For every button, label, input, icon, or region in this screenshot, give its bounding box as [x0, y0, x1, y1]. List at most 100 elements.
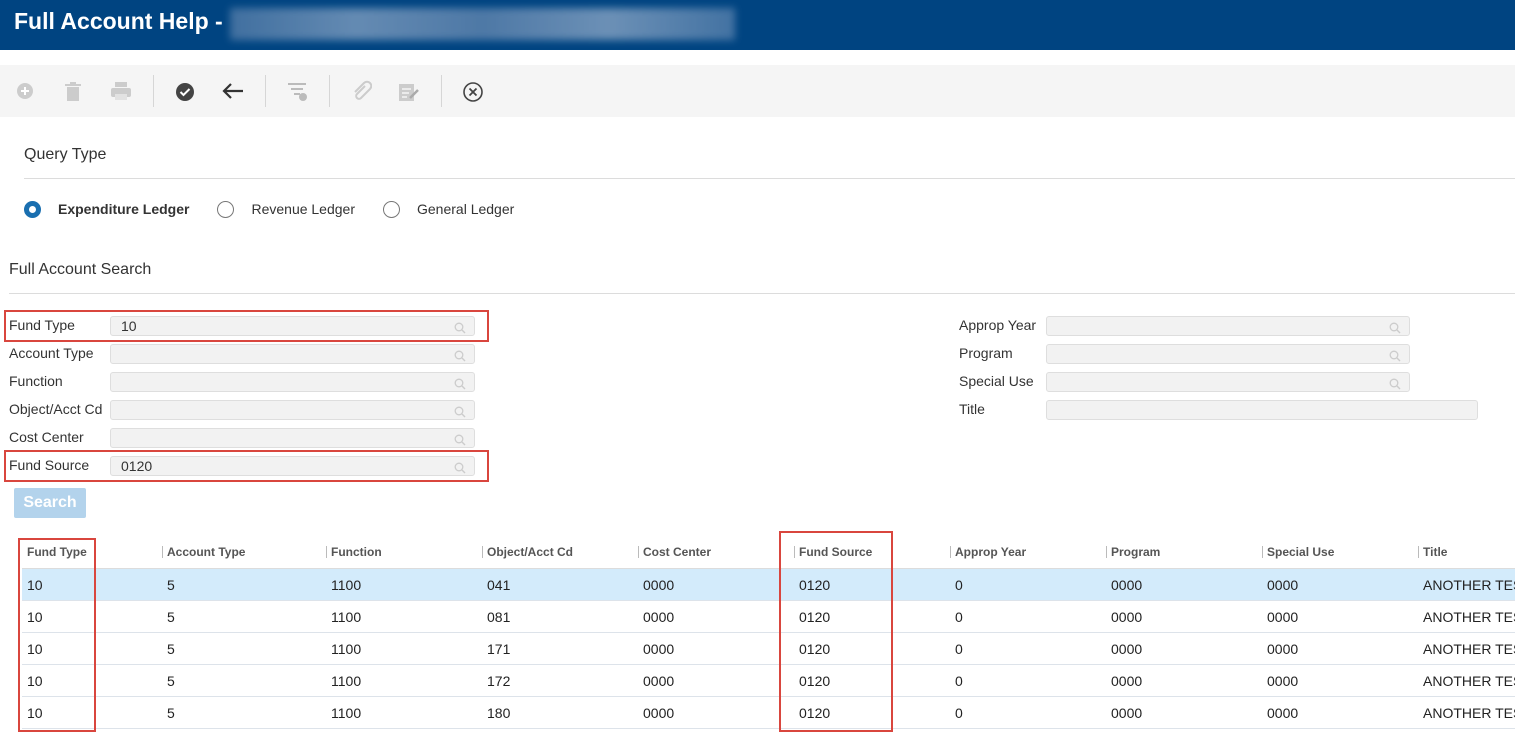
close-button[interactable] [462, 81, 484, 103]
field-label: Title [959, 401, 985, 417]
table-cell: 0000 [643, 705, 675, 721]
field-label: Fund Type [9, 317, 75, 333]
column-header[interactable]: Account Type [167, 545, 246, 559]
column-divider [1262, 546, 1263, 558]
add-button[interactable] [15, 81, 35, 101]
radio-label: General Ledger [417, 201, 515, 217]
highlight-box [4, 310, 489, 342]
column-header[interactable]: Approp Year [955, 545, 1027, 559]
column-header[interactable]: Special Use [1267, 545, 1335, 559]
delete-button[interactable] [63, 81, 83, 103]
field-label: Fund Source [9, 457, 90, 473]
table-row[interactable] [22, 633, 1515, 665]
table-cell: 0000 [643, 609, 675, 625]
column-header[interactable]: Fund Source [799, 545, 873, 559]
lookup-icon[interactable] [454, 432, 466, 450]
table-cell: 081 [487, 609, 511, 625]
field-label: Cost Center [9, 429, 84, 445]
text-input[interactable]: 0120 [110, 456, 475, 476]
column-header[interactable]: Function [331, 545, 382, 559]
table-row[interactable] [22, 665, 1515, 697]
column-header[interactable]: Cost Center [643, 545, 712, 559]
table-cell: ANOTHER TES [1423, 705, 1515, 721]
lookup-icon[interactable] [454, 348, 466, 366]
table-cell: 1100 [331, 673, 362, 689]
table-cell: 0120 [799, 673, 831, 689]
column-header[interactable]: Fund Type [27, 545, 87, 559]
radio-option[interactable]: Expenditure Ledger [24, 199, 189, 219]
radio-button[interactable] [24, 200, 41, 218]
table-cell: 0 [955, 609, 963, 625]
table-cell: 10 [27, 609, 43, 625]
table-cell: 0000 [1267, 673, 1299, 689]
table-row[interactable] [22, 697, 1515, 729]
radio-label: Expenditure Ledger [58, 201, 190, 217]
filter-button[interactable] [287, 82, 309, 102]
table-cell: 0120 [799, 705, 831, 721]
field-label: Special Use [959, 373, 1034, 389]
text-input[interactable] [110, 344, 475, 364]
radio-button[interactable] [383, 200, 400, 218]
table-cell: 10 [27, 673, 43, 689]
text-input[interactable] [1046, 316, 1410, 336]
column-header[interactable]: Object/Acct Cd [487, 545, 574, 559]
search-button[interactable]: Search [14, 488, 86, 518]
header-divider [22, 568, 1515, 569]
notes-button[interactable] [398, 81, 420, 103]
lookup-icon[interactable] [454, 376, 466, 394]
column-divider [162, 546, 163, 558]
lookup-icon[interactable] [454, 460, 466, 478]
divider [24, 178, 1515, 179]
text-input[interactable] [110, 428, 475, 448]
radio-option[interactable]: Revenue Ledger [217, 199, 355, 219]
back-button[interactable] [221, 81, 245, 101]
text-input[interactable] [1046, 344, 1410, 364]
print-button[interactable] [110, 81, 132, 101]
attach-button[interactable] [350, 80, 372, 102]
table-cell: 0 [955, 705, 963, 721]
table-cell: 0 [955, 673, 963, 689]
accept-button[interactable] [175, 82, 195, 102]
input-value: 0120 [121, 458, 153, 474]
lookup-icon[interactable] [454, 320, 466, 338]
table-cell: 1100 [331, 705, 362, 721]
table-cell: 0000 [643, 641, 675, 657]
table-cell: ANOTHER TES [1423, 609, 1515, 625]
radio-button[interactable] [217, 200, 235, 218]
text-input[interactable] [1046, 372, 1410, 392]
field-label: Program [959, 345, 1013, 361]
text-input[interactable] [110, 372, 475, 392]
lookup-icon[interactable] [454, 404, 466, 422]
field-label: Object/Acct Cd [9, 401, 103, 417]
table-cell: 172 [487, 673, 511, 689]
field-label: Function [9, 373, 63, 389]
lookup-icon[interactable] [1389, 320, 1401, 338]
table-cell: 0120 [799, 609, 831, 625]
blurred-title [230, 8, 735, 40]
lookup-icon[interactable] [1389, 348, 1401, 366]
radio-option[interactable]: General Ledger [383, 199, 514, 219]
column-header[interactable]: Program [1111, 545, 1161, 559]
table-row[interactable] [22, 601, 1515, 633]
section-title: Query Type [24, 146, 107, 163]
text-input[interactable] [110, 400, 475, 420]
table-cell: ANOTHER TES [1423, 641, 1515, 657]
table-cell: 5 [167, 609, 175, 625]
text-input[interactable] [1046, 400, 1478, 420]
table-cell: 5 [167, 577, 175, 593]
column-divider [794, 546, 795, 558]
table-row[interactable] [22, 569, 1515, 601]
lookup-icon[interactable] [1389, 376, 1401, 394]
table-cell: 10 [27, 705, 43, 721]
header-bar [0, 0, 1515, 50]
table-cell: 1100 [331, 641, 362, 657]
table-cell: 0000 [1111, 673, 1143, 689]
table-cell: 0000 [643, 577, 675, 593]
table-cell: ANOTHER TES [1423, 673, 1515, 689]
column-header[interactable]: Title [1423, 545, 1448, 559]
table-cell: 0 [955, 641, 963, 657]
table-cell: 180 [487, 705, 511, 721]
text-input[interactable]: 10 [110, 316, 475, 336]
table-cell: 0000 [1111, 609, 1143, 625]
divider [9, 293, 1515, 294]
